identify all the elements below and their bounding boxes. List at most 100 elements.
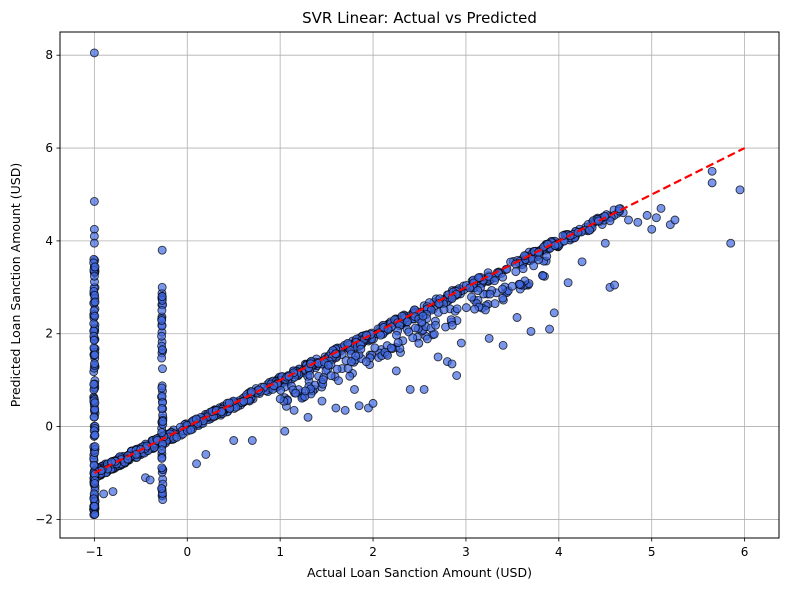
scatter-point [192,459,202,469]
scatter-point [340,405,350,415]
scatter-point [224,398,234,408]
scatter-point [452,304,462,314]
scatter-point [89,196,99,206]
scatter-point [89,412,99,422]
scatter-point [431,320,441,330]
scatter-point [300,386,310,396]
scatter-point [735,185,745,195]
scatter-point [470,304,480,314]
scatter-point [403,317,413,327]
scatter-point [518,264,528,274]
scatter-point [276,385,286,395]
scatter-point [408,333,418,343]
scatter-point [447,320,457,330]
scatter-point [484,333,494,343]
scatter-point [90,398,100,408]
scatter-point [334,376,343,386]
scatter-point [386,343,396,353]
scatter-point [89,494,99,504]
x-tick-label: 4 [555,545,563,559]
scatter-point [526,326,536,336]
scatter-point [157,245,167,255]
x-tick-label: 1 [276,545,284,559]
scatter-point [291,388,301,398]
scatter-point [157,404,167,413]
scatter-point [157,484,167,493]
y-tick-label: 0 [45,420,53,434]
scatter-point [318,375,328,385]
scatter-point [707,178,717,188]
scatter-point [90,442,100,452]
scatter-point [558,231,568,241]
scatter-point [534,255,543,265]
scatter-point [405,385,415,394]
scatter-point [89,379,99,389]
scatter-point [90,359,99,369]
scatter-point [280,426,290,436]
scatter-point [303,412,313,422]
scatter-point [550,241,560,250]
scatter-point [497,284,507,294]
scatter-point [577,257,587,267]
scatter-point [99,489,109,499]
x-tick-label: −1 [86,545,104,559]
scatter-point [439,305,449,315]
scatter-point [600,238,610,248]
scatter-point [473,286,483,296]
scatter-point [317,396,327,406]
x-axis-label: Actual Loan Sanction Amount (USD) [307,565,532,580]
scatter-point [393,338,403,348]
scatter-point [89,238,99,248]
scatter-point [157,353,167,363]
y-tick-label: 8 [45,48,53,62]
scatter-point [157,331,167,341]
scatter-point [511,267,521,277]
x-tick-label: 5 [648,545,656,559]
scatter-point [157,316,167,325]
scatter-point [157,383,167,393]
scatter-point [90,479,100,488]
x-tick-label: 3 [462,545,470,559]
scatter-point [157,306,167,315]
scatter-point [350,385,359,394]
scatter-point [383,350,392,360]
scatter-point [305,370,315,380]
scatter-point [670,215,680,225]
scatter-point [392,330,401,340]
scatter-point [498,293,508,303]
scatter-point [346,357,356,367]
scatter-point [186,425,196,435]
scatter-point [563,278,573,288]
scatter-point [419,385,429,394]
scatter-point [549,308,559,318]
scatter-point [331,403,341,413]
scatter-point [391,366,401,376]
tick-layer: −1 0 1 2 3 4 5 6 −2 0 2 4 6 8 [35,48,748,559]
scatter-point [512,313,522,322]
scatter-point [538,271,548,281]
scatter-point [498,340,508,350]
x-tick-label: 0 [183,545,191,559]
y-tick-label: 6 [45,141,53,155]
scatter-point [456,338,466,348]
scatter-point [467,292,476,302]
scatter-point [157,345,167,355]
scatter-point [107,457,116,467]
scatter-point [542,251,552,261]
scatter-point [651,213,661,223]
scatter-point [485,289,495,299]
scatter-point [90,510,100,519]
scatter-point [158,417,168,426]
scatter-point [89,48,99,58]
scatter-point [410,323,420,333]
scatter-point [610,280,620,290]
scatter-point [158,364,167,374]
scatter-point [447,359,457,369]
scatter-point [529,261,539,271]
scatter-point [90,262,100,272]
scatter-point [642,210,652,220]
scatter-point [498,272,508,282]
scatter-point [157,453,167,463]
scatter-point [422,334,432,344]
